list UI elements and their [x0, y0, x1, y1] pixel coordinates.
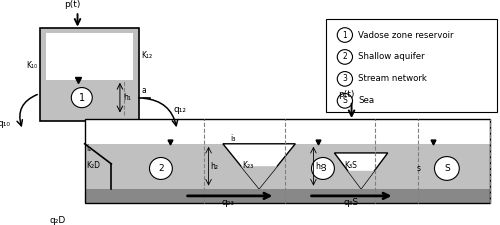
Text: h₃: h₃ — [316, 162, 324, 171]
Text: S: S — [444, 164, 450, 173]
Text: p(t): p(t) — [338, 90, 354, 99]
Polygon shape — [241, 166, 277, 189]
Polygon shape — [223, 144, 296, 189]
Circle shape — [338, 28, 352, 42]
Text: K₂₃: K₂₃ — [242, 161, 253, 170]
Text: Stream network: Stream network — [358, 74, 427, 83]
Circle shape — [72, 88, 92, 108]
Text: q₃S: q₃S — [344, 198, 359, 207]
Bar — [84, 119, 490, 203]
Circle shape — [434, 157, 460, 180]
Text: 3: 3 — [342, 74, 347, 83]
Text: K₁₀: K₁₀ — [26, 61, 37, 70]
Text: S: S — [342, 96, 347, 105]
Text: p(t): p(t) — [64, 0, 80, 9]
Text: h₁: h₁ — [123, 93, 130, 102]
Bar — [84, 144, 490, 189]
Text: q₁₀: q₁₀ — [0, 119, 10, 128]
Text: 2: 2 — [158, 164, 164, 173]
Polygon shape — [334, 153, 388, 189]
Text: 2: 2 — [342, 52, 347, 61]
Circle shape — [338, 50, 352, 64]
Text: 1: 1 — [78, 93, 85, 103]
Text: i₃: i₃ — [230, 134, 236, 143]
Text: K₃S: K₃S — [344, 161, 357, 170]
Bar — [84, 197, 490, 203]
Circle shape — [150, 158, 172, 179]
Text: h₂: h₂ — [210, 162, 218, 171]
Text: s: s — [416, 164, 420, 173]
Text: K₂D: K₂D — [86, 161, 101, 170]
Circle shape — [338, 72, 352, 86]
Bar — [84, 189, 490, 203]
Polygon shape — [348, 171, 374, 189]
Circle shape — [312, 158, 334, 179]
Bar — [46, 33, 134, 115]
Bar — [40, 28, 139, 121]
Text: 3: 3 — [320, 164, 326, 173]
Text: Sea: Sea — [358, 96, 374, 105]
Bar — [326, 18, 498, 112]
Text: Vadose zone reservoir: Vadose zone reservoir — [358, 31, 454, 40]
Text: q₂₃: q₂₃ — [221, 198, 234, 207]
Text: q₂D: q₂D — [50, 216, 66, 225]
Text: Shallow aquifer: Shallow aquifer — [358, 52, 425, 61]
Bar — [40, 28, 139, 121]
Text: a: a — [142, 86, 146, 95]
Circle shape — [338, 94, 352, 108]
Text: K₁₂: K₁₂ — [141, 51, 152, 60]
Text: 1: 1 — [342, 31, 347, 40]
Bar — [46, 80, 134, 115]
Text: i₂: i₂ — [86, 144, 92, 153]
Bar — [84, 119, 490, 144]
Text: q₁₂: q₁₂ — [174, 105, 186, 114]
